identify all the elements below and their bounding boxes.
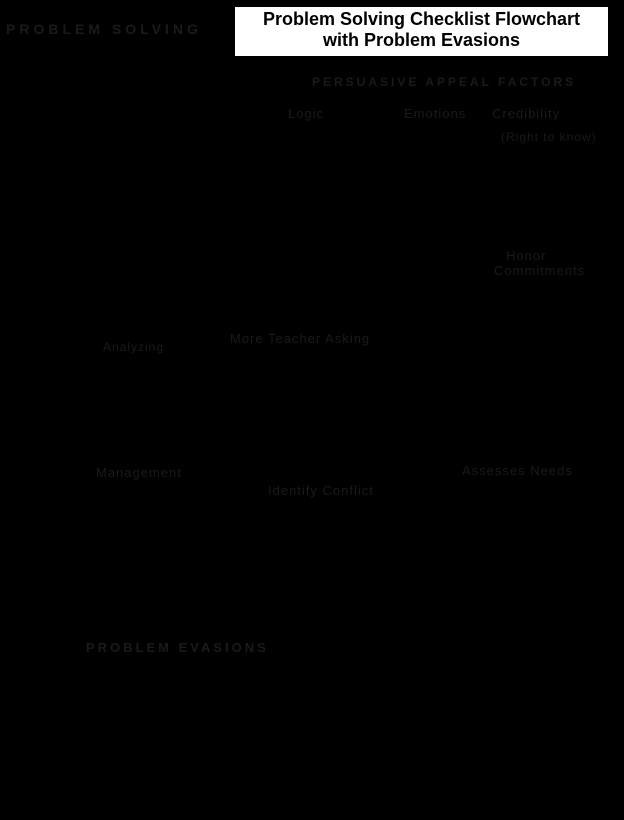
- node-analyzing: Analyzing: [103, 340, 165, 354]
- node-honor: Honor: [506, 248, 547, 263]
- credibility-note: (Right to know): [501, 130, 597, 144]
- appeal-emotions: Emotions: [404, 106, 467, 121]
- node-identify-conflict: Identify Conflict: [268, 483, 374, 498]
- appeal-logic: Logic: [288, 106, 325, 121]
- title-line-1: Problem Solving Checklist Flowchart: [262, 9, 581, 29]
- title-box: Problem Solving Checklist Flowchart with…: [235, 7, 608, 56]
- node-honor-commitments: Commitments: [494, 263, 586, 278]
- section-heading-problem-evasions: PROBLEM EVASIONS: [86, 640, 269, 655]
- section-heading-problem-solving: PROBLEM SOLVING: [6, 21, 202, 37]
- node-assesses-needs: Assesses Needs: [462, 463, 573, 478]
- node-management: Management: [96, 465, 182, 480]
- persuasive-heading: PERSUASIVE APPEAL FACTORS: [312, 75, 577, 89]
- node-more-teacher-asking: More Teacher Asking: [230, 331, 371, 346]
- title-line-2: with Problem Evasions: [322, 30, 521, 50]
- appeal-credibility: Credibility: [492, 106, 561, 121]
